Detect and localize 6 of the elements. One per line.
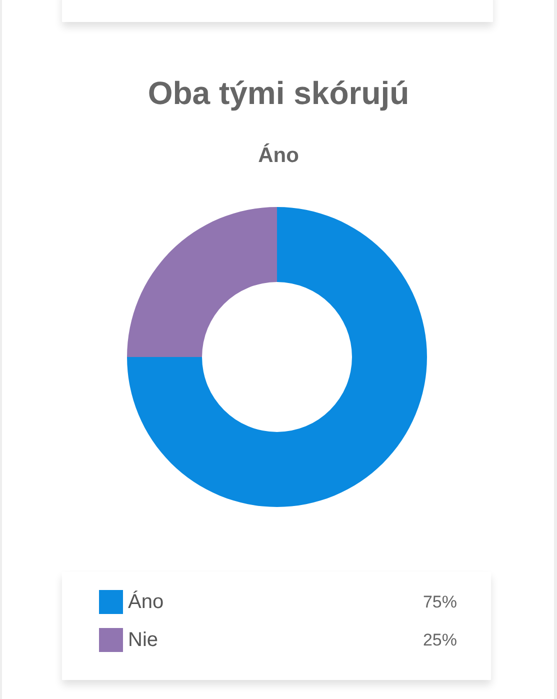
data-label: 75%: [422, 592, 457, 612]
legend-label: Nie: [128, 629, 158, 651]
chart-title: Oba tými skórujú: [148, 75, 410, 111]
data-label: 25%: [422, 630, 457, 650]
legend-label: Áno: [128, 590, 164, 613]
chart-subtitle: Áno: [258, 143, 299, 167]
